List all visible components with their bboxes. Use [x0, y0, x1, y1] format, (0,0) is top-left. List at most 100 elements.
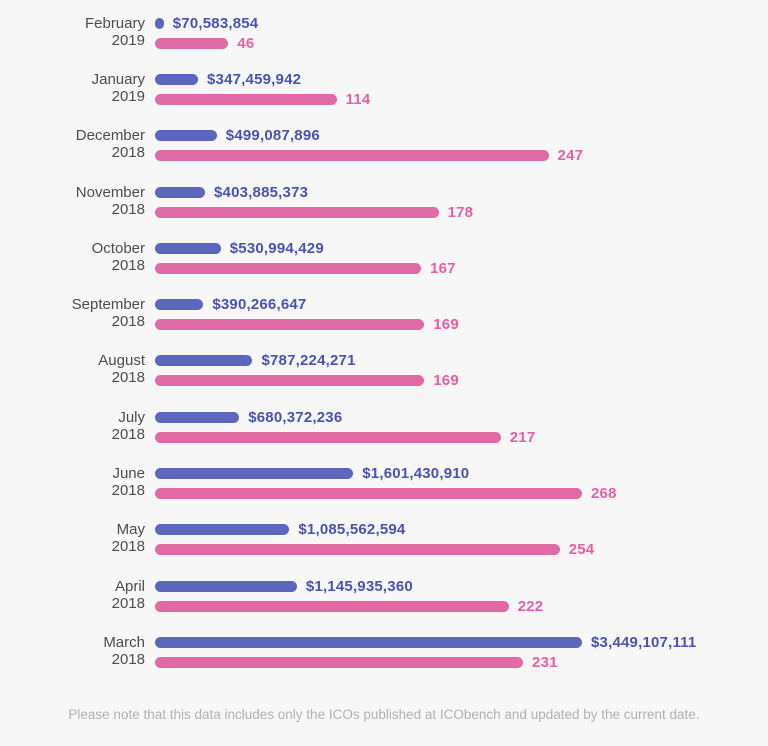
- funds-raised-value: $1,085,562,594: [298, 521, 406, 539]
- category-month: December: [75, 127, 145, 145]
- category-year: 2019: [111, 31, 145, 49]
- funds-raised-value: $403,885,373: [214, 183, 309, 201]
- funds-raised-bar[interactable]: [155, 299, 204, 311]
- category-year: 2018: [111, 538, 145, 556]
- ico-count-bar[interactable]: [155, 375, 425, 387]
- ico-count-value: 254: [568, 541, 595, 559]
- category-month: October: [91, 239, 145, 257]
- funds-raised-bar[interactable]: [155, 17, 164, 29]
- chart-row: November 2018 $403,885,373 178: [0, 174, 768, 230]
- ico-count-line: 231: [155, 652, 768, 672]
- category-label: September 2018: [0, 296, 145, 330]
- funds-raised-bar[interactable]: [155, 468, 354, 480]
- ico-count-value: 114: [345, 90, 371, 108]
- ico-count-bar[interactable]: [155, 37, 229, 49]
- funds-raised-line: $787,224,271: [155, 351, 768, 371]
- ico-count-line: 167: [155, 258, 768, 278]
- funds-raised-value: $3,449,107,111: [591, 633, 697, 651]
- ico-count-value: 178: [447, 203, 474, 221]
- ico-count-line: 169: [155, 315, 768, 335]
- chart-row: October 2018 $530,994,429 167: [0, 230, 768, 286]
- ico-count-line: 169: [155, 371, 768, 391]
- funds-raised-bar[interactable]: [155, 130, 217, 142]
- bar-group: $403,885,373 178: [145, 182, 768, 222]
- category-month: January: [91, 70, 145, 88]
- bar-group: $1,085,562,594 254: [145, 520, 768, 560]
- ico-count-bar[interactable]: [155, 488, 582, 500]
- category-label: October 2018: [0, 240, 145, 274]
- funds-raised-line: $530,994,429: [155, 238, 768, 258]
- ico-count-bar[interactable]: [155, 93, 337, 105]
- chart-row: February 2019 $70,583,854 46: [0, 5, 768, 61]
- ico-count-value: 217: [509, 428, 536, 446]
- funds-raised-line: $390,266,647: [155, 295, 768, 315]
- category-label: April 2018: [0, 578, 145, 612]
- chart-row: July 2018 $680,372,236 217: [0, 399, 768, 455]
- ico-count-value: 167: [430, 259, 456, 277]
- funds-raised-bar[interactable]: [155, 411, 240, 423]
- funds-raised-value: $530,994,429: [229, 239, 324, 257]
- bar-group: $680,372,236 217: [145, 407, 768, 447]
- ico-count-line: 114: [155, 89, 768, 109]
- category-label: June 2018: [0, 465, 145, 499]
- chart-row: June 2018 $1,601,430,910 268: [0, 455, 768, 511]
- ico-monthly-chart: February 2019 $70,583,854 46 January 201…: [0, 5, 768, 672]
- chart-row: April 2018 $1,145,935,360 222: [0, 568, 768, 624]
- category-month: September: [71, 296, 145, 314]
- category-label: November 2018: [0, 184, 145, 218]
- ico-count-value: 231: [532, 653, 558, 671]
- funds-raised-bar[interactable]: [155, 524, 290, 536]
- funds-raised-line: $347,459,942: [155, 69, 768, 89]
- category-year: 2018: [111, 200, 145, 218]
- category-label: February 2019: [0, 15, 145, 49]
- funds-raised-bar[interactable]: [155, 355, 253, 367]
- category-year: 2018: [111, 313, 145, 331]
- funds-raised-line: $499,087,896: [155, 126, 768, 146]
- bar-group: $499,087,896 247: [145, 126, 768, 166]
- bar-group: $1,145,935,360 222: [145, 576, 768, 616]
- ico-count-line: 178: [155, 202, 768, 222]
- funds-raised-bar[interactable]: [155, 636, 582, 648]
- ico-count-bar[interactable]: [155, 431, 501, 443]
- ico-count-value: 46: [237, 34, 255, 52]
- category-label: August 2018: [0, 352, 145, 386]
- ico-count-value: 169: [433, 316, 459, 334]
- chart-row: August 2018 $787,224,271 169: [0, 343, 768, 399]
- ico-count-bar[interactable]: [155, 150, 549, 162]
- funds-raised-bar[interactable]: [155, 186, 205, 198]
- funds-raised-bar[interactable]: [155, 580, 297, 592]
- ico-count-bar[interactable]: [155, 656, 524, 668]
- category-year: 2018: [111, 650, 145, 668]
- chart-row: January 2019 $347,459,942 114: [0, 61, 768, 117]
- bar-group: $3,449,107,111 231: [145, 632, 768, 672]
- category-year: 2019: [111, 87, 145, 105]
- ico-count-bar[interactable]: [155, 262, 422, 274]
- category-year: 2018: [111, 369, 145, 387]
- funds-raised-line: $3,449,107,111: [155, 632, 768, 652]
- bar-group: $530,994,429 167: [145, 238, 768, 278]
- funds-raised-line: $1,601,430,910: [155, 464, 768, 484]
- bar-group: $70,583,854 46: [145, 13, 768, 53]
- ico-count-line: 222: [155, 596, 768, 616]
- funds-raised-line: $70,583,854: [155, 13, 768, 33]
- category-year: 2018: [111, 482, 145, 500]
- chart-row: May 2018 $1,085,562,594 254: [0, 512, 768, 568]
- ico-count-bar[interactable]: [155, 319, 425, 331]
- category-label: December 2018: [0, 127, 145, 161]
- funds-raised-value: $680,372,236: [248, 408, 343, 426]
- funds-raised-bar[interactable]: [155, 242, 221, 254]
- funds-raised-bar[interactable]: [155, 73, 198, 85]
- ico-count-bar[interactable]: [155, 206, 439, 218]
- category-year: 2018: [111, 425, 145, 443]
- chart-row: December 2018 $499,087,896 247: [0, 118, 768, 174]
- ico-count-line: 247: [155, 146, 768, 166]
- funds-raised-value: $1,145,935,360: [305, 577, 413, 595]
- ico-count-bar[interactable]: [155, 544, 560, 556]
- ico-count-bar[interactable]: [155, 600, 509, 612]
- ico-count-value: 268: [591, 485, 617, 503]
- category-month: April: [114, 577, 145, 595]
- ico-count-line: 217: [155, 427, 768, 447]
- category-label: January 2019: [0, 71, 145, 105]
- ico-count-value: 247: [557, 147, 584, 165]
- funds-raised-line: $1,085,562,594: [155, 520, 768, 540]
